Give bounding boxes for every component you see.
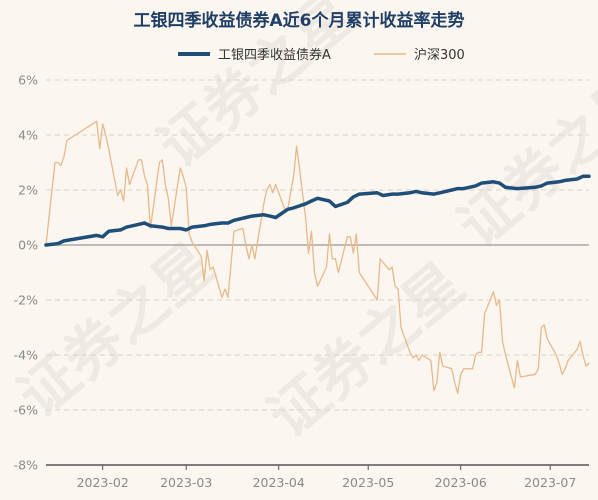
series-line-fund [44, 174, 591, 247]
x-tick-label-3: 2023-05 [342, 475, 394, 490]
y-tick-label-0: 6% [18, 73, 38, 88]
y-tick-label-6: -6% [14, 403, 38, 418]
x-tick-label-0: 2023-02 [77, 475, 129, 490]
series-layer [44, 120, 591, 395]
watermark-text-2: 证券之星 [445, 59, 598, 260]
y-tick-label-4: -2% [14, 293, 38, 308]
watermark-text-0: 证券之星 [5, 229, 226, 430]
y-tick-label-2: 2% [18, 183, 38, 198]
x-tick-label-1: 2023-03 [160, 475, 212, 490]
series-line-index [45, 120, 590, 395]
x-tick-label-2: 2023-04 [253, 475, 305, 490]
chart-title: 工银四季收益债券A近6个月累计收益率走势 [134, 10, 465, 31]
y-tick-label-3: 0% [18, 238, 38, 253]
watermark-text-1: 证券之星 [255, 249, 476, 450]
legend-label-fund: 工银四季收益债券A [218, 47, 331, 63]
y-axis-ticks: 6% 4% 2% 0% -2% -4% -6% -8% [14, 73, 38, 473]
x-axis-ticks: 2023-02 2023-03 2023-04 2023-05 2023-06 2023-… [46, 464, 589, 490]
legend-label-index: 沪深300 [414, 47, 465, 63]
legend: 工银四季收益债券A 沪深300 [178, 47, 465, 63]
y-tick-label-5: -4% [14, 348, 38, 363]
y-tick-label-1: 4% [18, 128, 38, 143]
x-tick-label-4: 2023-06 [435, 475, 487, 490]
x-tick-label-5: 2023-07 [524, 475, 576, 490]
y-tick-label-7: -8% [14, 458, 38, 473]
grid [46, 79, 589, 411]
